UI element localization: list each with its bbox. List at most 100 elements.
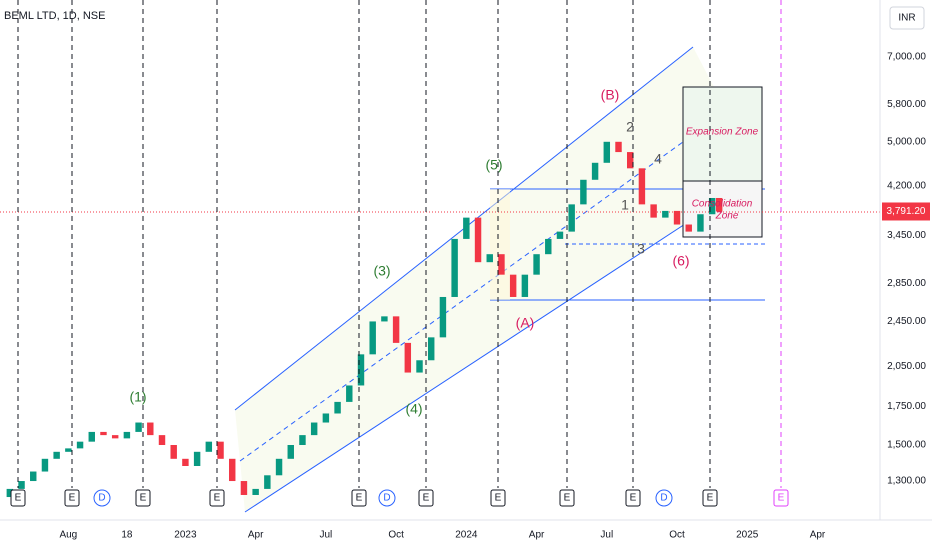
candle [6,488,14,498]
x-tick-label: Apr [529,530,545,541]
event-badge [625,489,641,507]
annotation: (B) [601,87,620,103]
candle [404,342,412,373]
event-label: E [630,493,637,504]
event-label: D [98,493,105,504]
y-tick-label: 3,450.00 [887,230,926,241]
event-badge [773,489,789,507]
chart-title: BEML LTD, 1D, NSE [4,10,105,22]
event-label: D [660,493,667,504]
event-label: E [564,493,571,504]
candle [147,422,154,436]
x-tick-label: Jul [319,530,332,541]
candle [591,162,599,180]
consolidation-box [682,180,763,238]
candle [357,354,365,386]
candle [287,445,294,459]
candle [193,451,201,466]
candle [135,422,142,432]
event-badge [655,489,673,507]
x-tick-label: Jul [600,530,613,541]
annotation: (1) [129,389,146,405]
candle [533,254,540,275]
candle [545,238,552,255]
candle [392,316,400,343]
x-tick-label: 2023 [174,530,197,541]
event-label: E [15,493,22,504]
candle [673,210,681,225]
candle [123,431,131,439]
x-tick-label: Oct [669,530,685,541]
event-badge [209,489,225,507]
annotation: (3) [373,263,390,279]
event-label: E [356,493,363,504]
candle [521,274,529,297]
candle [240,481,248,495]
x-tick-label: Apr [248,530,264,541]
event-label: E [495,493,502,504]
candle [310,422,318,436]
x-tick-label: Aug [59,530,77,541]
event-badge [490,489,506,507]
candle [451,238,458,297]
event-badge [378,489,396,507]
event-badge [10,489,26,507]
event-label: E [140,493,147,504]
annotation: 4 [654,151,662,167]
candle [416,360,423,373]
currency: INR [898,13,915,24]
y-tick-label: 4,200.00 [887,180,926,191]
x-tick-label: 2025 [736,530,759,541]
y-tick-label: 5,800.00 [887,99,926,110]
candle [708,197,716,215]
event-badge [351,489,367,507]
candle [650,204,657,218]
annotation: (6) [672,253,689,269]
event-badge [135,489,151,507]
candle [217,441,224,459]
candle [30,471,37,482]
candle [439,296,447,338]
candle [205,441,213,452]
candle [252,488,259,495]
event-label: E [214,493,221,504]
x-tick-label: Apr [810,530,826,541]
candle [65,448,72,452]
candle [615,141,622,153]
candle [334,401,341,414]
candle [182,458,189,466]
candle [18,481,25,489]
candle [662,210,669,218]
x-tick-label: 2024 [455,530,478,541]
annotation: 2 [626,119,634,135]
candle [603,141,611,163]
candle [381,316,388,322]
channel-bottom [244,174,761,513]
annotation: 1 [621,197,629,213]
y-tick-label: 2,450.00 [887,316,926,327]
price-axis [880,0,932,550]
zone [490,189,510,300]
candle [100,431,107,436]
annotation: 3 [637,241,645,257]
y-tick-label: 1,750.00 [887,401,926,412]
annotation: (A) [516,315,535,331]
candle [580,179,587,205]
candle [697,214,704,232]
event-badge [702,489,718,507]
candle [428,337,435,361]
y-tick-label: 7,000.00 [887,52,926,63]
y-tick-label: 2,850.00 [887,278,926,289]
event-label: E [707,493,714,504]
candle [158,435,166,446]
currency-box [889,6,925,30]
y-tick-label: 5,000.00 [887,136,926,147]
annotation: Zone [715,211,739,222]
candle [41,458,49,472]
candle [264,475,271,489]
candle [685,224,692,232]
candle [322,413,330,423]
candle [486,254,493,263]
y-tick-label: 1,500.00 [887,440,926,451]
